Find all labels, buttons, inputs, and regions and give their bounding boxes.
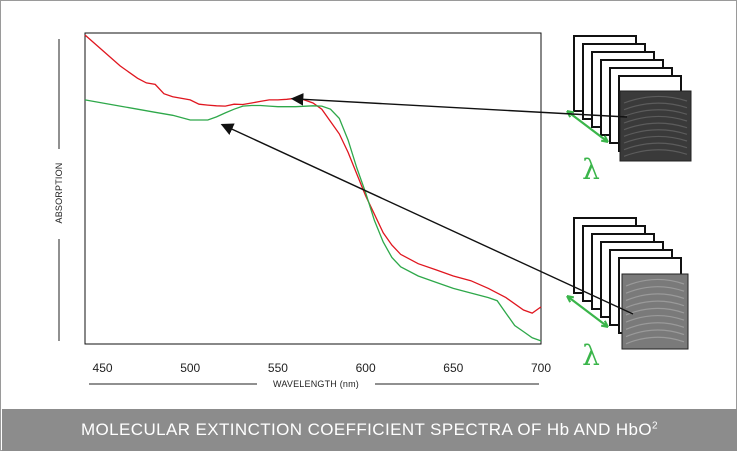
image-texture xyxy=(625,286,685,294)
lambda-arrowhead xyxy=(566,295,575,303)
x-tick-label: 450 xyxy=(93,361,113,375)
image-texture xyxy=(625,278,685,287)
image-texture xyxy=(623,122,688,131)
wavelength-symbol: λ xyxy=(582,153,600,186)
image-texture xyxy=(623,129,688,137)
x-tick-label: 550 xyxy=(268,361,288,375)
image-texture xyxy=(623,135,688,144)
image-texture xyxy=(625,336,685,345)
image-texture xyxy=(625,315,685,323)
image-texture xyxy=(623,102,688,111)
lambda-arrowhead xyxy=(600,135,609,143)
image-stack-lower: λ xyxy=(566,217,689,372)
lambda-axis-line xyxy=(566,295,609,328)
x-tick-label: 500 xyxy=(180,361,200,375)
caption-text: MOLECULAR EXTINCTION COEFFICIENT SPECTRA… xyxy=(81,420,658,440)
series-line-2 xyxy=(84,99,542,342)
image-texture xyxy=(623,109,688,117)
x-tick-label: 600 xyxy=(356,361,376,375)
wavelength-symbol: λ xyxy=(582,339,600,372)
image-stack-upper: λ xyxy=(566,35,692,186)
series-layer xyxy=(84,34,542,342)
caption-main: MOLECULAR EXTINCTION COEFFICIENT SPECTRA… xyxy=(80,420,653,439)
image-texture xyxy=(623,142,688,151)
image-texture xyxy=(623,115,688,124)
pointer-arrow-2 xyxy=(220,123,634,315)
x-axis-title: WAVELENGTH (nm) xyxy=(273,379,359,389)
lambda-axis-line xyxy=(566,110,609,143)
image-texture xyxy=(623,149,688,157)
x-tick-label: 700 xyxy=(531,361,551,375)
series-line-1 xyxy=(84,34,542,314)
caption-bar: MOLECULAR EXTINCTION COEFFICIENT SPECTRA… xyxy=(2,409,737,451)
x-tick-label: 650 xyxy=(443,361,463,375)
image-texture xyxy=(625,300,685,309)
image-texture xyxy=(625,293,685,301)
y-axis-title: ABSORPTION xyxy=(54,162,64,223)
x-tick-labels: 450 500 550 600 650 700 xyxy=(93,361,552,375)
image-texture xyxy=(625,322,685,330)
image-texture xyxy=(623,95,688,104)
image-texture xyxy=(625,329,685,338)
plot-area xyxy=(84,32,542,345)
lambda-arrowhead xyxy=(600,320,609,328)
caption-superscript: 2 xyxy=(652,420,658,432)
pointer-arrow-1 xyxy=(290,93,628,118)
arrow-layer xyxy=(220,93,634,315)
